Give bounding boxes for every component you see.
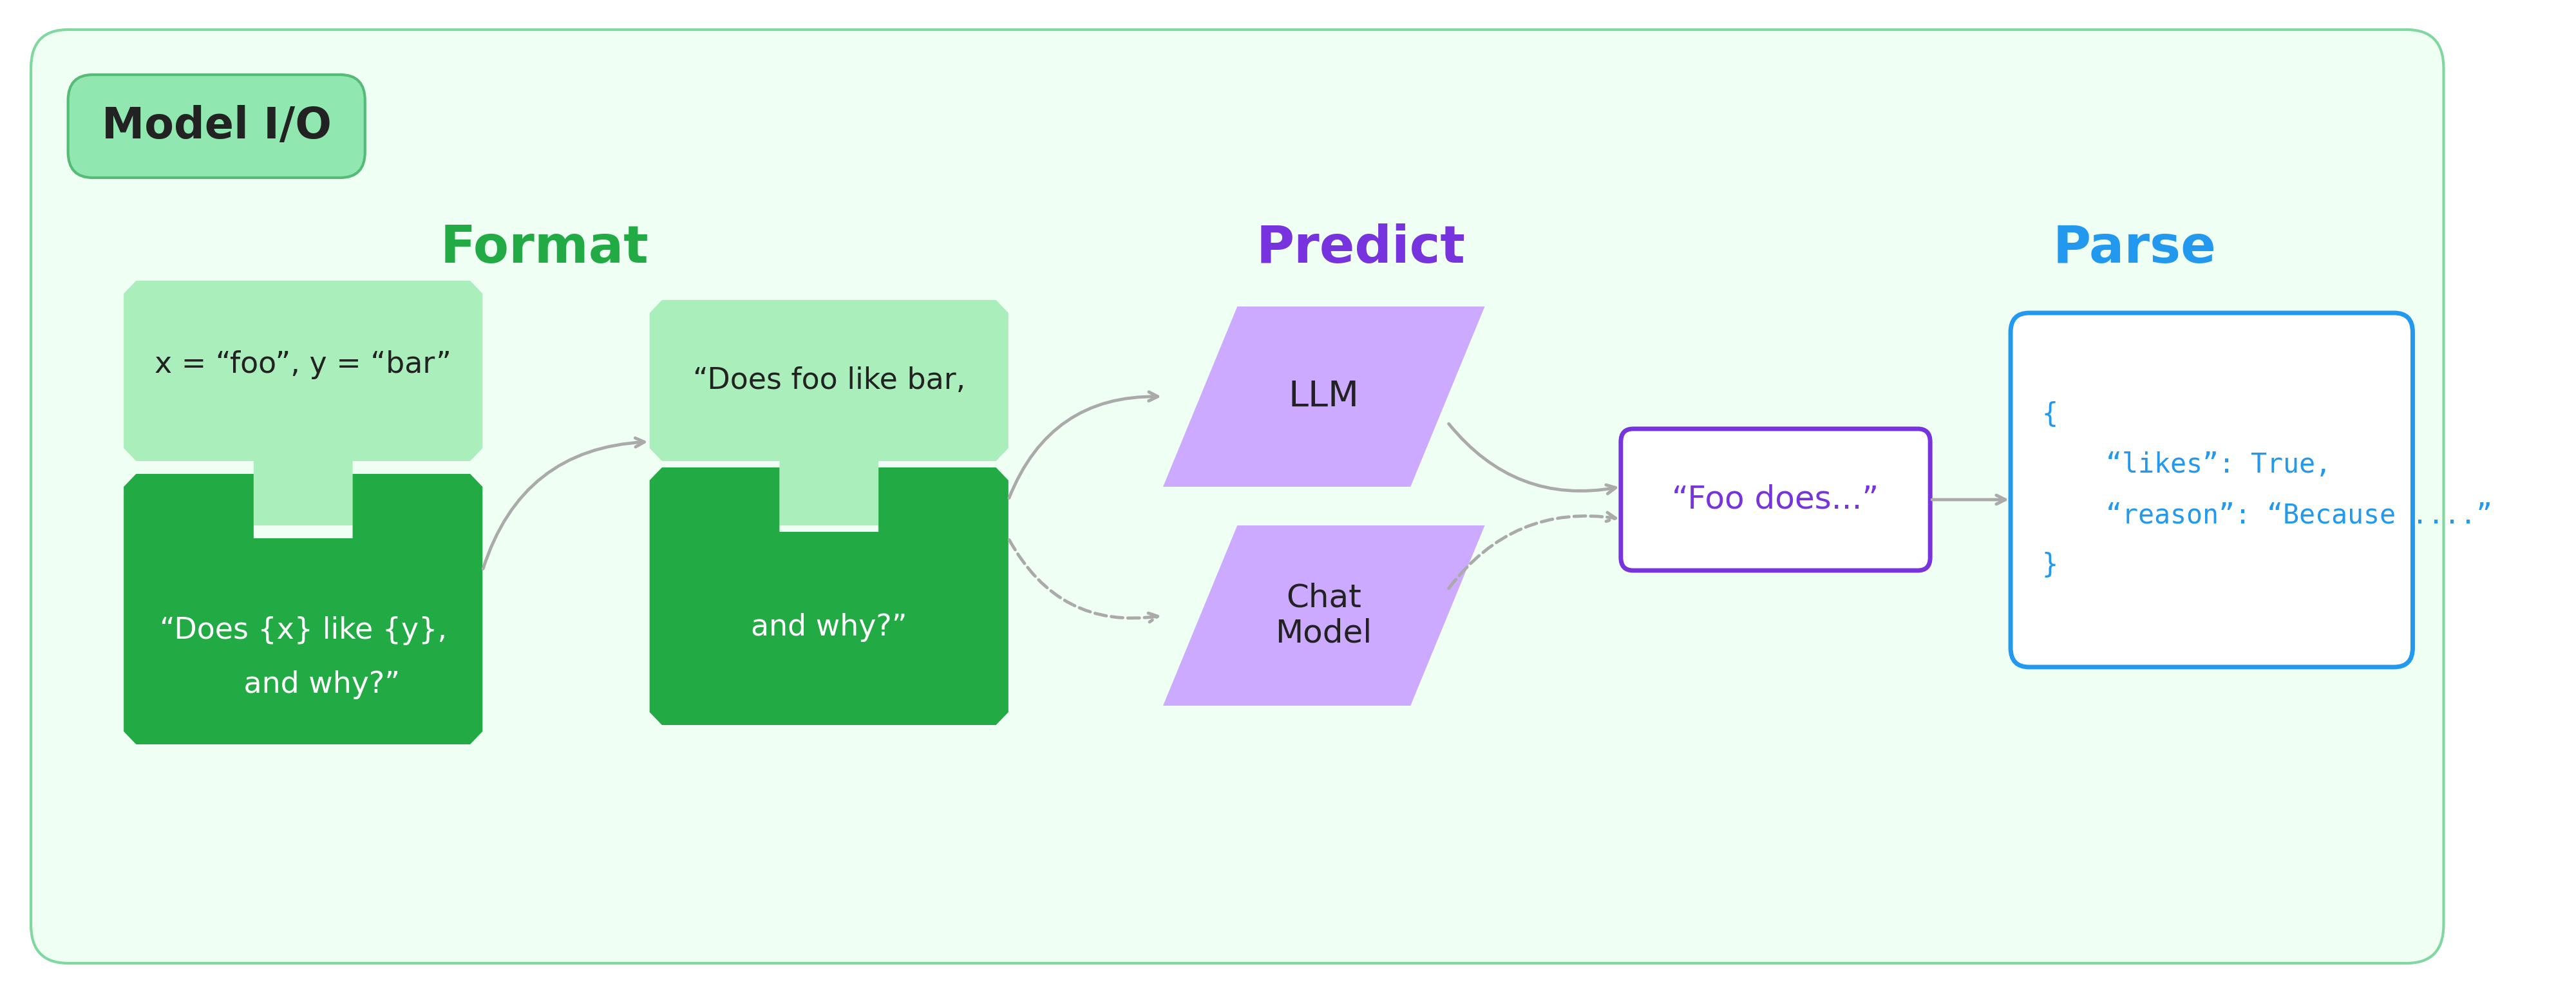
Polygon shape (649, 300, 1007, 525)
FancyArrowPatch shape (1448, 512, 1615, 588)
FancyArrowPatch shape (1010, 540, 1157, 622)
Text: Format: Format (440, 224, 649, 274)
Polygon shape (1162, 525, 1484, 706)
Text: Parse: Parse (2053, 224, 2215, 274)
Text: {
    “likes”: True,
    “reason”: “Because ....”
}: { “likes”: True, “reason”: “Because ....… (2043, 401, 2494, 580)
Text: and why?”: and why?” (750, 612, 907, 642)
FancyBboxPatch shape (2012, 313, 2414, 667)
Polygon shape (649, 468, 1007, 725)
FancyArrowPatch shape (1010, 392, 1157, 498)
FancyArrowPatch shape (1448, 423, 1615, 494)
Polygon shape (124, 474, 482, 745)
Text: “Does {x} like {y},: “Does {x} like {y}, (160, 616, 446, 645)
Text: Predict: Predict (1257, 224, 1466, 274)
Text: LLM: LLM (1288, 379, 1360, 414)
Text: “Foo does...”: “Foo does...” (1672, 485, 1878, 515)
FancyBboxPatch shape (67, 75, 366, 178)
Text: x = “foo”, y = “bar”: x = “foo”, y = “bar” (155, 350, 451, 379)
Text: and why?”: and why?” (206, 671, 399, 699)
Polygon shape (124, 281, 482, 525)
FancyBboxPatch shape (1620, 429, 1929, 571)
FancyArrowPatch shape (1932, 495, 2004, 504)
Text: Model I/O: Model I/O (100, 105, 332, 147)
FancyArrowPatch shape (484, 438, 644, 569)
Polygon shape (1162, 307, 1484, 487)
Text: “Does foo like bar,: “Does foo like bar, (693, 366, 966, 395)
FancyBboxPatch shape (31, 30, 2445, 963)
Text: Chat
Model: Chat Model (1275, 583, 1373, 649)
